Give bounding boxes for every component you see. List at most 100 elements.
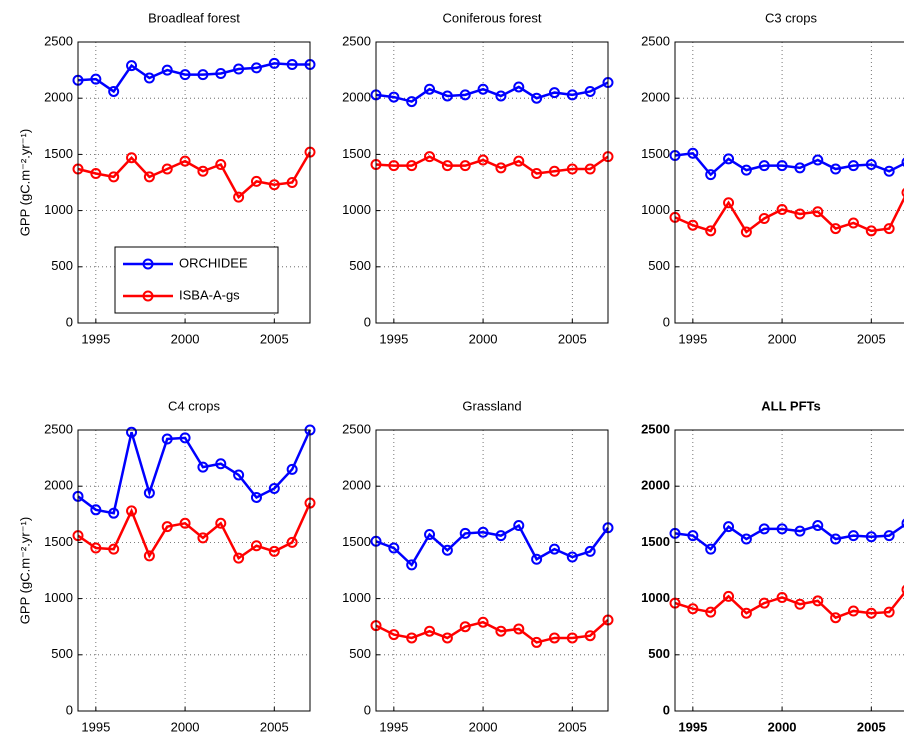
panel: 1995 2000 2005 0 500 1000 1500 2000 2500 C3 crops xyxy=(641,10,904,346)
panel: 1995 2000 2005 0 500 1000 1500 2000 2500 ALL PFTs xyxy=(641,398,904,734)
data-point xyxy=(161,433,173,445)
y-tick-label: 500 xyxy=(648,258,670,273)
data-point xyxy=(388,629,400,641)
data-point xyxy=(705,543,717,555)
data-point xyxy=(197,461,209,473)
data-point xyxy=(531,553,543,565)
y-tick-label: 1500 xyxy=(641,534,670,549)
data-point xyxy=(495,625,507,637)
data-point xyxy=(901,518,904,528)
x-tick-label: 2005 xyxy=(558,331,587,346)
data-point xyxy=(90,168,102,180)
panel-title: ALL PFTs xyxy=(761,398,820,413)
data-point xyxy=(513,81,525,93)
data-point xyxy=(705,606,717,618)
data-point xyxy=(758,160,770,172)
data-point xyxy=(268,57,280,69)
data-point xyxy=(513,155,525,167)
data-point xyxy=(215,458,227,470)
data-point xyxy=(566,632,578,644)
data-point xyxy=(740,226,752,238)
x-tick-label: 1995 xyxy=(379,719,408,734)
y-tick-label: 1500 xyxy=(44,534,73,549)
data-point xyxy=(883,165,895,177)
data-point xyxy=(513,623,525,635)
series-line xyxy=(375,155,609,175)
y-tick-label: 1000 xyxy=(342,202,371,217)
x-tick-label: 2005 xyxy=(857,331,886,346)
x-tick-label: 2005 xyxy=(558,719,587,734)
data-point xyxy=(758,597,770,609)
y-tick-label: 0 xyxy=(364,314,371,329)
data-point xyxy=(233,552,245,564)
data-point xyxy=(794,598,806,610)
y-tick-label: 1000 xyxy=(342,590,371,605)
data-point xyxy=(531,168,543,180)
x-tick-label: 1995 xyxy=(81,719,110,734)
data-point xyxy=(812,520,824,532)
data-point xyxy=(687,530,699,542)
y-tick-label: 2000 xyxy=(641,90,670,105)
y-tick-label: 1500 xyxy=(44,146,73,161)
data-point xyxy=(388,160,400,172)
legend-box xyxy=(114,246,279,314)
axes-frame xyxy=(375,41,609,324)
series-line xyxy=(77,429,312,515)
data-point xyxy=(548,165,560,177)
data-point xyxy=(90,542,102,554)
y-tick-label: 2000 xyxy=(641,478,670,493)
data-point xyxy=(143,487,155,499)
panel: 1995 2000 2005 0 500 1000 1500 2000 2500 Grasslan… xyxy=(342,398,614,734)
data-point xyxy=(388,91,400,103)
data-point xyxy=(459,160,471,172)
data-point xyxy=(705,225,717,237)
x-tick-label: 2005 xyxy=(260,331,289,346)
data-point xyxy=(758,212,770,224)
axes-frame xyxy=(674,41,904,324)
y-tick-label: 500 xyxy=(51,646,73,661)
data-point xyxy=(250,491,262,503)
data-point xyxy=(268,545,280,557)
panel-title: Coniferous forest xyxy=(443,10,542,25)
data-point xyxy=(830,533,842,545)
data-point xyxy=(584,163,596,175)
data-point xyxy=(584,630,596,642)
data-point xyxy=(233,191,245,203)
data-point xyxy=(233,63,245,75)
data-point xyxy=(108,543,120,555)
y-tick-label: 500 xyxy=(648,646,670,661)
y-tick-label: 0 xyxy=(364,702,371,717)
data-point xyxy=(108,171,120,183)
data-point xyxy=(143,72,155,84)
legend-label: ISBA-A-gs xyxy=(179,287,240,302)
data-point xyxy=(179,155,191,167)
data-point xyxy=(758,523,770,535)
data-point xyxy=(740,164,752,176)
data-point xyxy=(794,162,806,174)
y-tick-label: 2500 xyxy=(44,421,73,436)
data-point xyxy=(901,188,904,198)
data-point xyxy=(250,175,262,187)
x-tick-label: 1995 xyxy=(81,331,110,346)
series-line xyxy=(375,619,609,644)
panel-title: Grassland xyxy=(462,398,521,413)
data-point xyxy=(865,531,877,543)
data-point xyxy=(161,64,173,76)
y-tick-label: 2500 xyxy=(641,421,670,436)
data-point xyxy=(441,90,453,102)
y-axis-label: GPP (gC.m⁻².yr⁻¹) xyxy=(17,129,32,236)
x-tick-label: 1995 xyxy=(678,719,707,734)
data-point xyxy=(197,165,209,177)
x-tick-label: 2005 xyxy=(857,719,886,734)
y-tick-label: 1500 xyxy=(342,146,371,161)
data-point xyxy=(388,542,400,554)
data-point xyxy=(233,469,245,481)
y-tick-label: 1000 xyxy=(641,202,670,217)
data-point xyxy=(812,206,824,218)
panel-title: C3 crops xyxy=(765,10,818,25)
y-tick-label: 2500 xyxy=(342,421,371,436)
data-point xyxy=(161,521,173,533)
data-point xyxy=(865,225,877,237)
data-point xyxy=(126,426,138,438)
